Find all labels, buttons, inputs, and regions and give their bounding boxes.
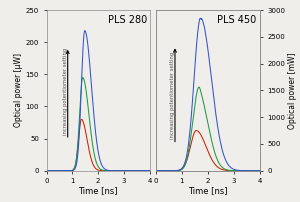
Text: PLS 280: PLS 280: [107, 15, 147, 25]
Y-axis label: Optical power [μW]: Optical power [μW]: [14, 53, 22, 127]
Text: PLS 450: PLS 450: [217, 15, 256, 25]
Y-axis label: Optical power [mW]: Optical power [mW]: [288, 52, 297, 129]
Text: increasing potentiometer setting: increasing potentiometer setting: [63, 48, 68, 135]
X-axis label: Time [ns]: Time [ns]: [188, 186, 228, 195]
X-axis label: Time [ns]: Time [ns]: [78, 186, 118, 195]
Text: increasing potentiometer setting: increasing potentiometer setting: [170, 51, 175, 139]
